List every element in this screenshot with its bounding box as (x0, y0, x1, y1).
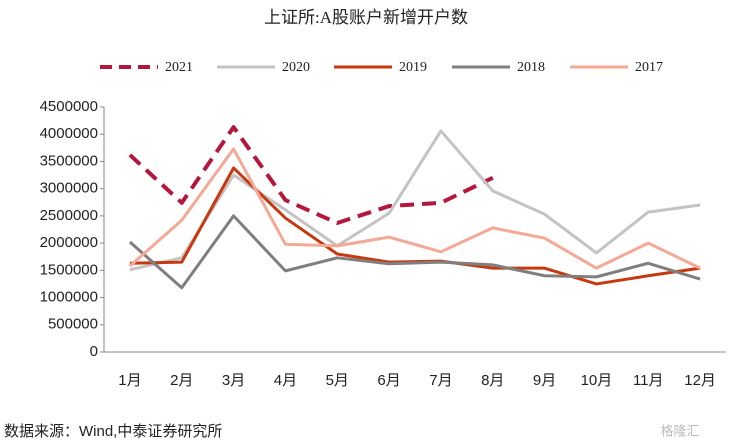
x-tick-label: 10月 (581, 372, 613, 389)
x-tick-label: 1月 (118, 372, 141, 389)
legend-label: 2021 (165, 60, 193, 75)
y-tick-label: 2000000 (40, 234, 98, 251)
y-tick-label: 2500000 (40, 207, 98, 224)
legend-label: 2017 (635, 60, 663, 75)
series-line (129, 129, 701, 272)
x-tick-label: 3月 (222, 372, 245, 389)
legend-label: 2018 (517, 60, 545, 75)
x-tick-label: 11月 (633, 372, 664, 389)
y-tick-label: 4000000 (40, 125, 98, 142)
y-tick-label: 3500000 (40, 152, 98, 169)
y-tick-label: 3000000 (40, 180, 98, 197)
series-line (129, 166, 701, 286)
source: 数据来源：Wind,中泰证券研究所 (4, 423, 222, 440)
x-tick-label: 6月 (377, 372, 400, 389)
x-tick-label: 4月 (274, 372, 297, 389)
y-tick-label: 500000 (48, 316, 98, 333)
x-tick-label: 7月 (429, 372, 452, 389)
series-line (128, 125, 494, 225)
x-tick-label: 8月 (481, 372, 504, 389)
legend-label: 2020 (282, 60, 310, 75)
watermark: 格隆汇 (660, 423, 699, 438)
x-tick-label: 5月 (326, 372, 349, 389)
x-tick-label: 9月 (533, 372, 556, 389)
series-line (128, 214, 701, 290)
x-tick-label: 12月 (684, 372, 716, 389)
y-tick-label: 1000000 (40, 289, 98, 306)
series-line (128, 147, 701, 270)
y-tick-label: 0 (90, 343, 98, 360)
y-tick-label: 4500000 (40, 98, 98, 115)
chart-title: 上证所:A股账户新增开户数 (264, 8, 468, 27)
y-tick-label: 1500000 (40, 261, 98, 278)
x-tick-label: 2月 (170, 372, 193, 389)
legend-label: 2019 (399, 60, 427, 75)
